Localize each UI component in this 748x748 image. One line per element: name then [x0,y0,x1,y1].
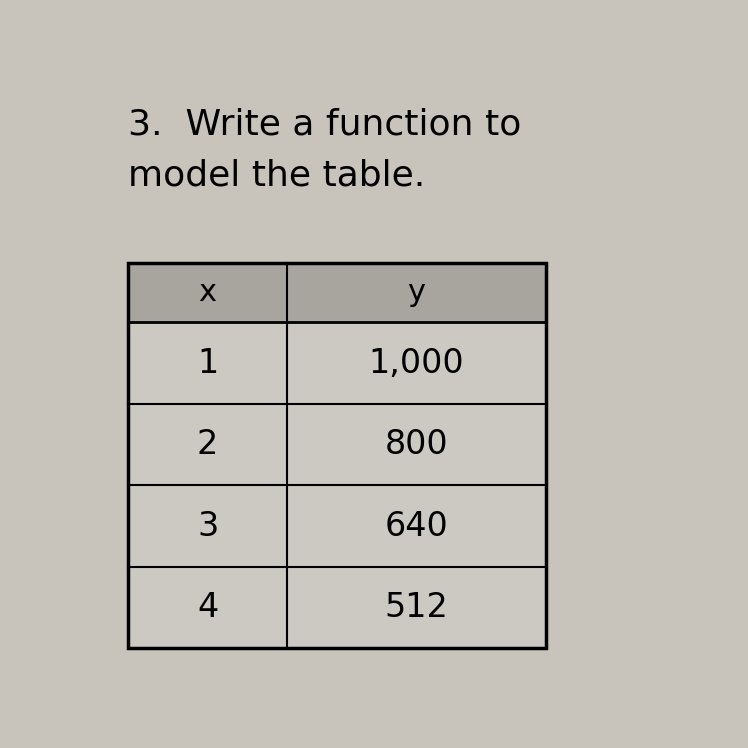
Text: 3: 3 [197,509,218,542]
Text: 1,000: 1,000 [369,346,464,380]
Text: 640: 640 [384,509,448,542]
Text: model the table.: model the table. [129,159,426,193]
Bar [129,263,546,649]
Text: 1: 1 [197,346,218,380]
Bar [129,322,546,649]
Text: 2: 2 [197,428,218,461]
Bar [129,263,546,322]
Text: x: x [198,278,217,307]
Text: 3.  Write a function to: 3. Write a function to [129,107,521,141]
Text: 800: 800 [384,428,448,461]
Text: 512: 512 [384,591,448,624]
Text: y: y [407,278,426,307]
Text: 4: 4 [197,591,218,624]
